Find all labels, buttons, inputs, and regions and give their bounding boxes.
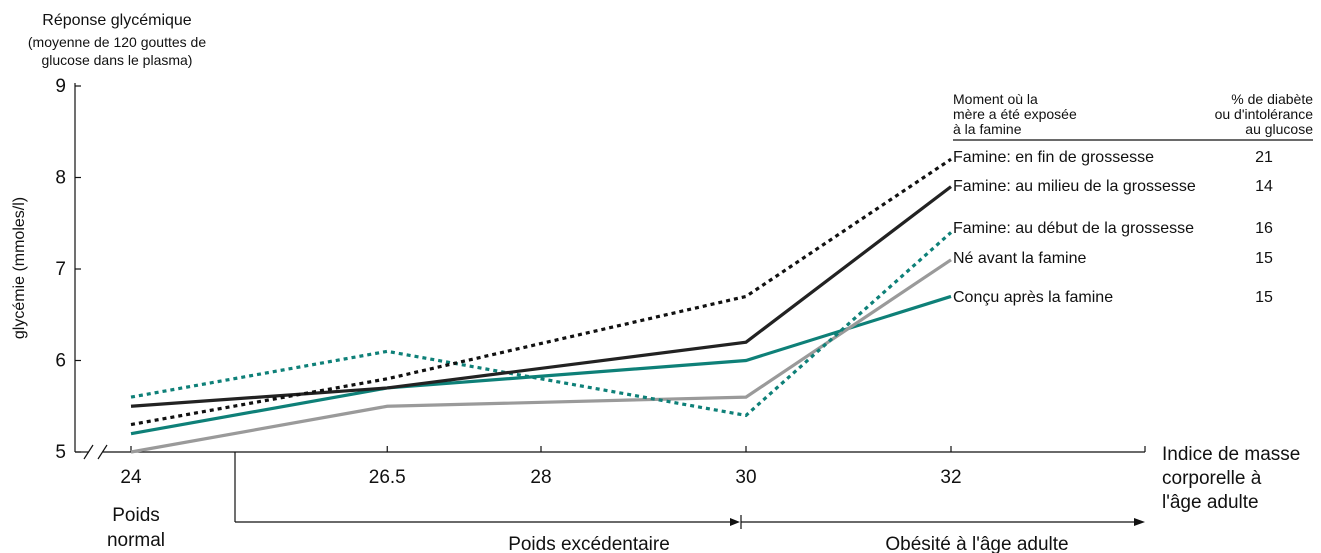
y-tick-label: 7 xyxy=(55,259,66,280)
y-tick-label: 8 xyxy=(55,168,66,189)
y-tick-label: 9 xyxy=(55,76,66,97)
y-axis-label: glycémie (mmoles/l) xyxy=(11,197,28,339)
series-line-1 xyxy=(130,157,952,427)
x-tick-label: 32 xyxy=(940,467,961,488)
series-line-2 xyxy=(130,185,952,408)
series-line-5 xyxy=(130,294,952,436)
y-tick-label: 6 xyxy=(55,351,66,372)
x-tick-label: 26.5 xyxy=(369,467,406,488)
x-tick-label: 28 xyxy=(530,467,551,488)
chart-subtitle-line-2: glucose dans le plasma) xyxy=(42,52,193,68)
band-label-normal-line-1: Poids xyxy=(112,505,160,526)
band-label-normal-line-2: normal xyxy=(107,530,165,551)
legend-label-3: Famine: au début de la grossesse xyxy=(953,220,1194,237)
y-tick-label: 5 xyxy=(55,442,66,463)
x-axis-label-line-3: l'âge adulte xyxy=(1162,492,1259,513)
band-arrow-obesity xyxy=(740,515,1145,529)
legend-header-left-line-1: Moment où la xyxy=(953,91,1038,107)
legend-label-1: Famine: en fin de grossesse xyxy=(953,149,1154,166)
x-axis-label-line-2: corporelle à xyxy=(1162,468,1262,489)
band-label-obesity: Obésité à l'âge adulte xyxy=(885,534,1068,553)
legend-label-4: Né avant la famine xyxy=(953,250,1087,267)
legend-percent-1: 21 xyxy=(1255,149,1273,166)
legend-percent-2: 14 xyxy=(1255,178,1273,195)
legend-header-right-line-3: au glucose xyxy=(1245,121,1313,137)
legend-header-left-line-2: mère a été exposée xyxy=(953,106,1077,122)
x-tick-label: 24 xyxy=(120,467,142,488)
chart-title: Réponse glycémique xyxy=(42,12,192,29)
legend-label-5: Conçu après la famine xyxy=(953,289,1113,306)
x-tick-label: 30 xyxy=(735,467,756,488)
legend-header-right-line-2: ou d'intolérance xyxy=(1215,106,1314,122)
legend-percent-5: 15 xyxy=(1255,289,1273,306)
band-label-overweight: Poids excédentaire xyxy=(508,534,670,553)
chart-subtitle-line-1: (moyenne de 120 gouttes de xyxy=(28,34,206,50)
series-line-3 xyxy=(130,231,953,418)
band-arrow-overweight xyxy=(234,452,740,526)
legend-header-right-line-1: % de diabète xyxy=(1231,91,1313,107)
legend-label-2: Famine: au milieu de la grossesse xyxy=(953,178,1196,195)
legend-percent-4: 15 xyxy=(1255,250,1273,267)
legend-percent-3: 16 xyxy=(1255,220,1273,237)
legend-header-left-line-3: à la famine xyxy=(953,121,1022,137)
series-line-4 xyxy=(130,258,952,454)
x-axis-label-line-1: Indice de masse xyxy=(1162,444,1300,465)
